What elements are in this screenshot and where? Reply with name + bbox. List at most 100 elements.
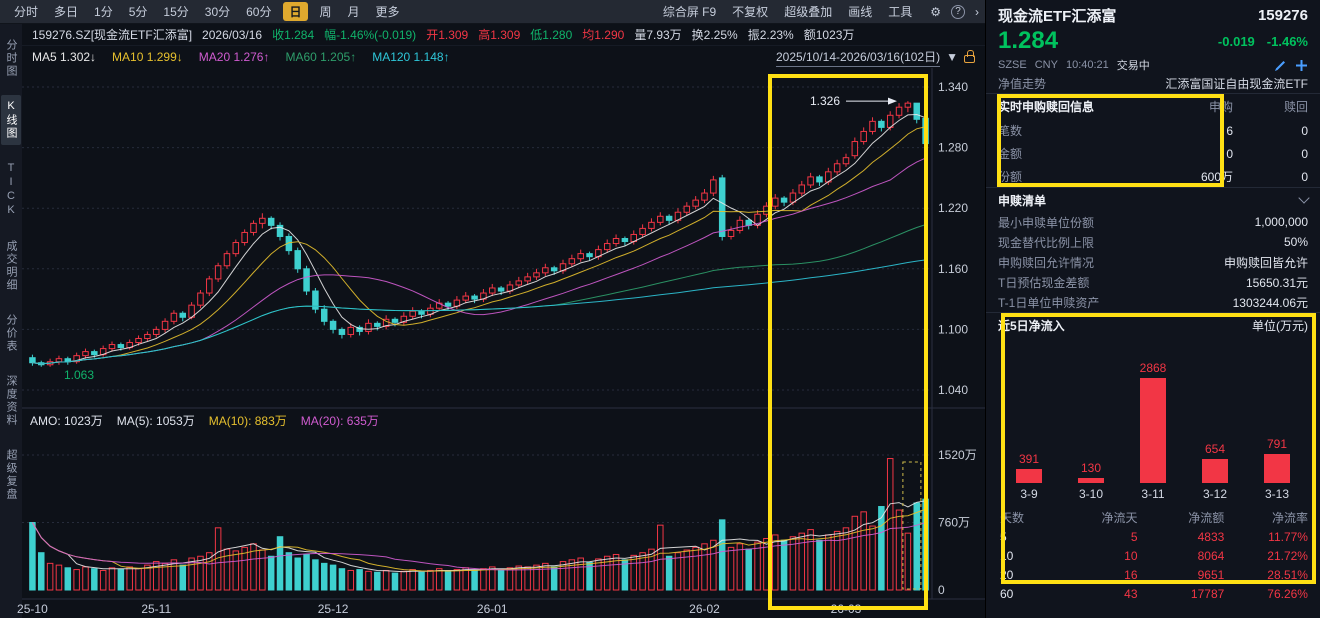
sidebar-item-成交明细[interactable]: 成交明细 — [5, 240, 17, 292]
period-tab-周[interactable]: 周 — [319, 5, 332, 19]
quote-segment: 额1023万 — [803, 28, 855, 42]
redeem-col-header: 赎回 — [1283, 100, 1308, 114]
ma-values: MA5 1.302↓ MA10 1.299↓ MA20 1.276↑ MA60 1.2… — [32, 50, 450, 64]
ma-bar: MA5 1.302↓ MA10 1.299↓ MA20 1.276↑ MA60 1.2… — [22, 46, 985, 68]
net-inflow-unit: 单位(万元) — [1252, 318, 1308, 333]
x-axis-labels: 25-10 25-11 25-12 26-01 26-02 26-03 — [17, 600, 985, 618]
kline-chart[interactable]: 1.340 1.280 1.220 1.160 1.100 1.040 1520万 760万 0… — [22, 68, 985, 600]
period-tab-15分[interactable]: 15分 — [163, 5, 189, 19]
quote-panel: 现金流ETF汇添富 159276 1.284 -0.019 -1.46% SZS… — [985, 0, 1320, 618]
quote-segment: 量7.93万 — [634, 28, 682, 42]
net-inflow-cell: 17787 — [1190, 586, 1225, 601]
exchange-label: SZSE — [998, 59, 1027, 71]
add-icon[interactable] — [1295, 59, 1308, 72]
sidebar-item-TICK[interactable]: TICK — [5, 162, 17, 218]
period-tab-30分[interactable]: 30分 — [204, 5, 231, 19]
menu-不复权[interactable]: 不复权 — [732, 5, 769, 19]
x-axis-label-26-01: 26-01 — [476, 602, 508, 616]
period-tab-多日[interactable]: 多日 — [54, 5, 79, 19]
period-tab-月[interactable]: 月 — [347, 5, 360, 19]
net-inflow-cell: 43 — [1124, 586, 1138, 601]
sidebar-item-深度资料[interactable]: 深度资料 — [5, 375, 17, 427]
expand-icon[interactable]: › — [975, 4, 979, 19]
subscribe-sell-value: 0 — [1301, 146, 1308, 161]
quote-segment: 收1.284 — [272, 28, 315, 42]
list-row-value: 50% — [1283, 235, 1308, 249]
stock-code: 159276 — [1257, 6, 1308, 24]
subscribe-redeem-panel: 实时申购赎回信息 申购 赎回 笔数 6 0 金额 0 0 份额 600万 0 — [986, 94, 1320, 188]
period-tab-分时[interactable]: 分时 — [14, 5, 39, 19]
net-inflow-cell: 76.26% — [1267, 586, 1308, 601]
period-tab-5分[interactable]: 5分 — [128, 5, 148, 19]
chevron-down-icon[interactable]: ▼ — [946, 50, 958, 64]
nav-trend-label: 净值走势 — [998, 77, 1047, 91]
net-inflow-date: 3-9 — [1020, 487, 1038, 501]
svg-text:1.160: 1.160 — [938, 262, 968, 276]
candlestick-canvas[interactable]: 1.340 1.280 1.220 1.160 1.100 1.040 1520万 760万 0… — [22, 68, 985, 600]
net-inflow-bar-column: 130 — [1060, 461, 1122, 483]
sidebar-item-分时图[interactable]: 分时图 — [5, 39, 17, 78]
sidebar-item-K线图[interactable]: K线图 — [1, 95, 21, 145]
period-tab-1分[interactable]: 1分 — [94, 5, 113, 19]
subscribe-panel-title: 实时申购赎回信息 — [998, 100, 1095, 114]
quote-segment: 均1.290 — [582, 28, 625, 42]
svg-text:1.100: 1.100 — [938, 322, 968, 336]
settings-icon[interactable]: ⚙ — [930, 4, 941, 19]
list-row: T-1日单位申赎资产 1303244.06元 — [998, 292, 1308, 312]
net-inflow-date: 3-10 — [1078, 487, 1104, 501]
sidebar-item-分价表[interactable]: 分价表 — [5, 314, 17, 353]
view-sidebar: 分时图 K线图 TICK 成交明细分价表深度资料超级复盘 — [0, 24, 22, 618]
net-inflow-date: 3-11 — [1141, 487, 1165, 501]
net-inflow-bar — [1140, 378, 1166, 483]
quote-segment: 高1.309 — [478, 28, 521, 42]
net-inflow-table-row: 5 5 4833 11.77% — [998, 527, 1308, 546]
list-row-label: 现金替代比例上限 — [998, 235, 1095, 250]
x-axis-label-26-03: 26-03 — [830, 602, 862, 616]
market-status: 交易中 — [1116, 60, 1150, 72]
list-row: T日预估现金差额 15650.31元 — [998, 272, 1308, 292]
help-icon[interactable]: ? — [951, 4, 965, 19]
menu-画线[interactable]: 画线 — [848, 5, 873, 19]
net-inflow-bar-column: 654 — [1184, 442, 1246, 483]
net-inflow-cell: 21.72% — [1267, 548, 1308, 563]
subscribe-list-panel: 申赎清单 最小申赎单位份额 1,000,000 现金替代比例上限 50% 申购赎回允许情… — [986, 188, 1320, 313]
nav-trend-row[interactable]: 净值走势 汇添富国证自由现金流ETF — [986, 74, 1320, 94]
edit-icon[interactable] — [1274, 59, 1287, 72]
net-inflow-cell: 4833 — [1197, 529, 1225, 544]
date-range-label: 2025/10/14-2026/03/16(102日) — [775, 48, 941, 67]
menu-超级叠加[interactable]: 超级叠加 — [784, 5, 833, 19]
lock-icon[interactable] — [964, 50, 975, 63]
quote-segment: 开1.309 — [426, 28, 469, 42]
net-inflow-cell: 5 — [1000, 529, 1007, 544]
toolbar-menus: 综合屏 F9 不复权 超级叠加 画线 工具 — [655, 1, 920, 22]
quote-segment: 2026/03/16 — [202, 27, 263, 42]
net-inflow-bar — [1016, 469, 1042, 483]
date-range-selector[interactable]: 2025/10/14-2026/03/16(102日) ▼ — [775, 48, 975, 67]
list-row: 申购赎回允许情况 申购赎回皆允许 — [998, 252, 1308, 272]
period-tab-更多[interactable]: 更多 — [375, 5, 400, 19]
menu-综合屏 F9[interactable]: 综合屏 F9 — [662, 5, 717, 19]
net-inflow-bar-column: 791 — [1246, 437, 1308, 483]
svg-text:1.326: 1.326 — [810, 94, 840, 108]
period-tab-日[interactable]: 日 — [283, 2, 308, 21]
list-row-label: 申购赎回允许情况 — [998, 255, 1095, 270]
list-row-label: T-1日单位申赎资产 — [998, 295, 1100, 310]
svg-text:0: 0 — [938, 583, 945, 597]
quote-segment: 159276.SZ[现金流ETF汇添富] — [32, 28, 193, 42]
net-inflow-header-cell: 净流率 — [1271, 511, 1308, 525]
x-axis-label-25-11: 25-11 — [141, 602, 172, 616]
period-tabs: 分时 多日 1分 5分 15分 30分 60分日周 月 更多 — [6, 1, 408, 22]
svg-text:1.280: 1.280 — [938, 141, 968, 155]
list-row-value: 1303244.06元 — [1232, 295, 1308, 310]
collapse-chevron-icon[interactable] — [1298, 192, 1310, 204]
sidebar-item-超级复盘[interactable]: 超级复盘 — [5, 449, 17, 501]
ma-value-MA20: MA20 1.276↑ — [198, 50, 270, 64]
menu-工具[interactable]: 工具 — [888, 5, 913, 19]
quote-info-bar: 159276.SZ[现金流ETF汇添富] 2026/03/16 收1.284 幅-1.… — [22, 24, 985, 46]
net-inflow-bar-column: 391 — [998, 452, 1060, 483]
period-tab-60分[interactable]: 60分 — [246, 5, 272, 19]
ma-value-MA5: MA5 1.302↓ — [32, 50, 97, 64]
price-change: -0.019 -1.46% — [1218, 34, 1308, 49]
quote-segment: 换2.25% — [691, 28, 738, 42]
net-inflow-table: 天数 净流天 净流额 净流率 5 5 4833 11.77% 10 10 8064 21.72% 20 1… — [998, 508, 1308, 603]
